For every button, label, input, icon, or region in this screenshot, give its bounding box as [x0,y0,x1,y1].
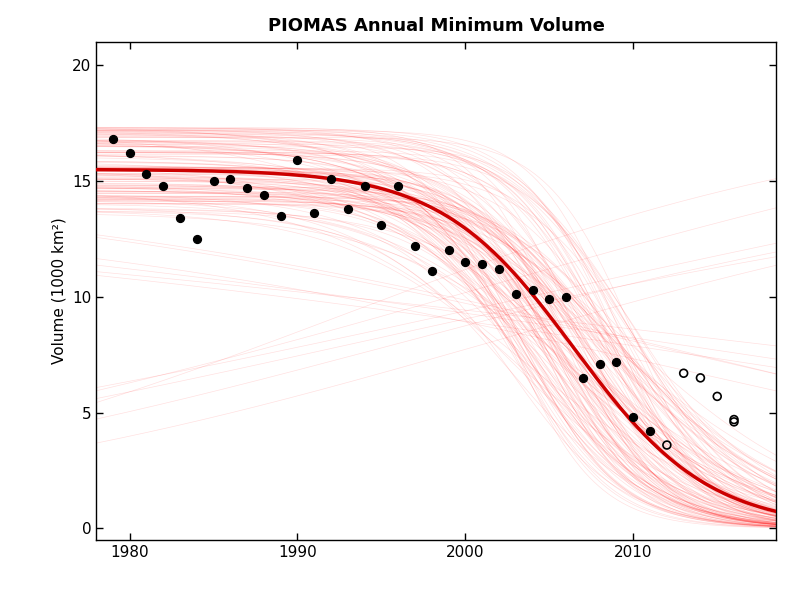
Point [728,417,741,427]
Point [190,234,203,244]
Point [560,292,573,302]
Point [644,427,657,436]
Point [157,181,170,190]
Point [140,169,153,179]
Point [224,174,237,184]
Point [694,373,707,383]
Point [207,176,220,186]
Point [627,412,640,422]
Point [610,357,623,367]
Point [106,134,119,144]
Point [459,257,472,267]
Point [426,266,438,276]
Point [174,213,186,223]
Point [543,295,556,304]
Point [409,241,422,251]
Point [476,260,489,269]
Point [711,392,724,401]
Point [308,209,321,218]
Point [728,415,741,424]
Point [123,148,136,158]
Title: PIOMAS Annual Minimum Volume: PIOMAS Annual Minimum Volume [267,17,605,35]
Y-axis label: Volume (1000 km²): Volume (1000 km²) [51,218,66,364]
Point [678,368,690,378]
Point [274,211,287,221]
Point [594,359,606,369]
Point [358,181,371,190]
Point [342,204,354,214]
Point [442,245,455,255]
Point [577,373,590,383]
Point [392,181,405,190]
Point [258,190,270,200]
Point [526,285,539,295]
Point [493,264,506,274]
Point [241,183,254,193]
Point [325,174,338,184]
Point [661,440,674,450]
Point [510,290,522,299]
Point [291,155,304,165]
Point [375,220,388,230]
